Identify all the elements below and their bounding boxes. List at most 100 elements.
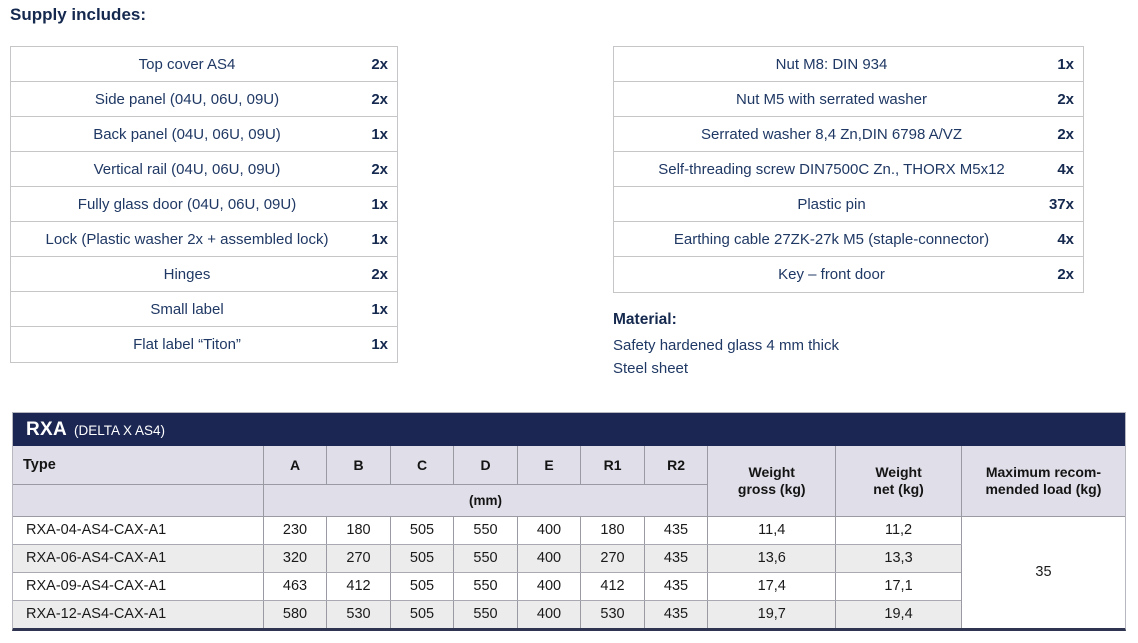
spec-cell-dim: 400: [516, 600, 581, 628]
spec-cell-dim: 505: [389, 600, 454, 628]
supply-item-qty: 2x: [371, 265, 388, 283]
supply-item-qty: 2x: [1057, 125, 1074, 143]
supply-item-label: Side panel (04U, 06U, 09U): [94, 90, 280, 108]
spec-header-dim: R2: [643, 446, 708, 485]
table-row: RXA-12-AS4-CAX-A1 580 530 505 550 400 53…: [13, 600, 1125, 628]
spec-cell-dim: 550: [453, 572, 518, 601]
supply-item-qty: 4x: [1057, 160, 1074, 178]
supply-row: Earthing cable 27ZK-27k M5 (staple-conne…: [614, 222, 1083, 257]
spec-table-section: RXA (DELTA X AS4) Type A B C D E R1 R2: [12, 412, 1126, 631]
spec-table: Type A B C D E R1 R2 Weight gross (kg) W…: [13, 446, 1125, 628]
supply-row: Serrated washer 8,4 Zn,DIN 6798 A/VZ 2x: [614, 117, 1083, 152]
spec-cell-dim: 412: [580, 572, 645, 601]
supply-row: Fully glass door (04U, 06U, 09U) 1x: [11, 187, 397, 222]
supply-item-label: Plastic pin: [797, 195, 866, 213]
header-line: Weight: [875, 463, 922, 480]
spec-cell-type: RXA-04-AS4-CAX-A1: [13, 516, 264, 545]
supply-item-qty: 2x: [1057, 90, 1074, 108]
spec-cell-dim: 580: [262, 600, 327, 628]
spec-unit-empty-cell: [13, 484, 264, 517]
supply-item-qty: 1x: [1057, 55, 1074, 73]
supply-item-qty: 1x: [371, 300, 388, 318]
spec-header-row: Type A B C D E R1 R2 Weight gross (kg) W…: [13, 446, 1125, 517]
spec-table-title: RXA: [26, 418, 68, 440]
header-line: Maximum recom-: [985, 463, 1102, 480]
supply-row: Back panel (04U, 06U, 09U) 1x: [11, 117, 397, 152]
spec-cell-dim: 550: [453, 516, 518, 545]
spec-cell-dim: 412: [326, 572, 391, 601]
spec-header-weight-net: Weight net (kg): [835, 446, 962, 517]
table-row: RXA-09-AS4-CAX-A1 463 412 505 550 400 41…: [13, 572, 1125, 601]
supply-item-qty: 37x: [1048, 195, 1074, 213]
spec-cell-net: 13,3: [835, 544, 962, 573]
supply-item-label: Fully glass door (04U, 06U, 09U): [77, 195, 297, 213]
spec-cell-dim: 400: [516, 544, 581, 573]
supply-row: Vertical rail (04U, 06U, 09U) 2x: [11, 152, 397, 187]
table-row: RXA-04-AS4-CAX-A1 230 180 505 550 400 18…: [13, 516, 1125, 628]
spec-table-subtitle: (DELTA X AS4): [74, 423, 166, 438]
supply-item-qty: 1x: [371, 195, 388, 213]
spec-cell-dim: 505: [389, 544, 454, 573]
supply-item-qty: 4x: [1057, 230, 1074, 248]
spec-cell-dim: 320: [262, 544, 327, 573]
supply-row: Hinges 2x: [11, 257, 397, 292]
supply-item-label: Small label: [150, 300, 224, 318]
supply-item-qty: 1x: [371, 336, 388, 353]
supply-item-qty: 1x: [371, 125, 388, 143]
spec-cell-dim: 230: [262, 516, 327, 545]
spec-header-dim: C: [389, 446, 454, 485]
supply-row: Side panel (04U, 06U, 09U) 2x: [11, 82, 397, 117]
spec-header-dim: A: [262, 446, 327, 485]
spec-header-dim: B: [326, 446, 391, 485]
supply-item-qty: 2x: [371, 160, 388, 178]
spec-cell-dim: 530: [326, 600, 391, 628]
spec-cell-dim: 530: [580, 600, 645, 628]
supply-row: Nut M8: DIN 934 1x: [614, 47, 1083, 82]
spec-cell-dim: 505: [389, 572, 454, 601]
spec-cell-net: 11,2: [835, 516, 962, 545]
spec-cell-dim: 463: [262, 572, 327, 601]
spec-cell-dim: 550: [453, 544, 518, 573]
spec-cell-dim: 550: [453, 600, 518, 628]
supply-item-label: Serrated washer 8,4 Zn,DIN 6798 A/VZ: [701, 125, 962, 143]
spec-cell-net: 19,4: [835, 600, 962, 628]
spec-cell-dim: 400: [516, 572, 581, 601]
spec-cell-gross: 17,4: [707, 572, 836, 601]
spec-cell-type: RXA-12-AS4-CAX-A1: [13, 600, 264, 628]
material-section: Material: Safety hardened glass 4 mm thi…: [613, 311, 839, 380]
spec-header-dim: E: [516, 446, 581, 485]
spec-cell-net: 17,1: [835, 572, 962, 601]
material-line: Steel sheet: [613, 360, 689, 377]
header-line: Weight: [748, 463, 795, 480]
spec-cell-type: RXA-09-AS4-CAX-A1: [13, 572, 264, 601]
supply-row: Nut M5 with serrated washer 2x: [614, 82, 1083, 117]
supply-item-qty: 2x: [371, 55, 388, 73]
material-heading: Material:: [613, 311, 677, 328]
spec-header-dim: R1: [580, 446, 645, 485]
supply-row: Key – front door 2x: [614, 257, 1083, 292]
table-row: RXA-06-AS4-CAX-A1 320 270 505 550 400 27…: [13, 544, 1125, 573]
spec-header-dim: D: [453, 446, 518, 485]
supply-item-qty: 1x: [371, 230, 388, 248]
supply-item-label: Hinges: [163, 265, 211, 283]
spec-cell-maxload: 35: [960, 516, 1125, 628]
spec-cell-dim: 270: [326, 544, 391, 573]
spec-cell-dim: 435: [643, 516, 708, 545]
spec-unit-label: (mm): [262, 484, 708, 517]
spec-header-type: Type: [13, 446, 264, 485]
supply-item-label: Top cover AS4: [138, 55, 236, 73]
supply-table-right: Nut M8: DIN 934 1x Nut M5 with serrated w…: [613, 46, 1084, 293]
supply-item-label: Key – front door: [778, 266, 885, 283]
spec-unit-row: (mm): [13, 484, 1125, 517]
supply-item-label: Vertical rail (04U, 06U, 09U): [93, 160, 281, 178]
supply-item-label: Back panel (04U, 06U, 09U): [93, 125, 281, 143]
spec-header-weight-gross: Weight gross (kg): [707, 446, 836, 517]
header-line: mended load (kg): [985, 480, 1102, 497]
page-title: Supply includes:: [10, 5, 147, 24]
material-line: Safety hardened glass 4 mm thick: [613, 337, 839, 354]
spec-cell-dim: 435: [643, 544, 708, 573]
header-line: gross (kg): [737, 480, 806, 497]
spec-cell-dim: 435: [643, 600, 708, 628]
spec-cell-dim: 505: [389, 516, 454, 545]
